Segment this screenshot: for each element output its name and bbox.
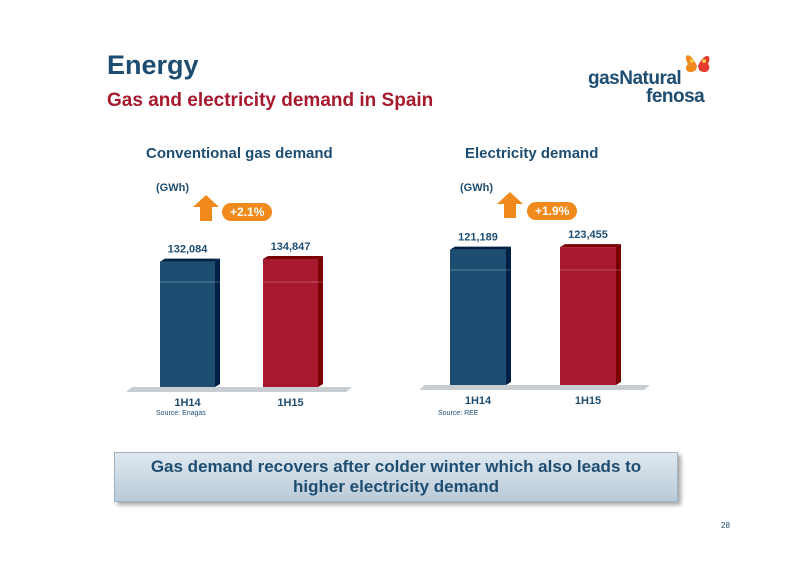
electricity-bar-top-1h15 xyxy=(560,244,621,248)
logo-text-line2: fenosa xyxy=(646,86,705,107)
gas-bar-top-1h14 xyxy=(160,258,220,262)
gas-bar-1h14 xyxy=(160,261,215,387)
gas-growth-badge: +2.1% xyxy=(222,203,273,221)
gas-growth-arrow-icon xyxy=(193,195,219,221)
key-message-callout: Gas demand recovers after colder winter … xyxy=(114,452,678,502)
electricity-bar-1h15 xyxy=(560,247,616,385)
electricity-source-note: Source: REE xyxy=(438,410,479,417)
gas-bar-top-1h15 xyxy=(263,255,323,259)
gas-unit-label: (GWh) xyxy=(156,182,189,194)
electricity-axis-floor xyxy=(420,385,650,390)
electricity-bar-top-1h14 xyxy=(450,246,511,250)
electricity-growth-arrow-icon xyxy=(497,192,523,218)
page-number: 28 xyxy=(721,521,730,530)
electricity-value-label-1h15: 123,455 xyxy=(568,229,608,241)
gas-category-label-1h14: 1H14 xyxy=(174,397,201,409)
gas-category-label-1h15: 1H15 xyxy=(277,397,303,409)
company-logo: gasNatural fenosa xyxy=(588,48,728,108)
gas-bar-1h15 xyxy=(263,258,318,387)
page-title: Energy xyxy=(107,50,199,80)
gas-value-label-1h15: 134,847 xyxy=(271,241,311,253)
electricity-chart-title: Electricity demand xyxy=(465,145,599,162)
gas-value-label-1h14: 132,084 xyxy=(168,244,209,256)
electricity-bar-1h14 xyxy=(450,249,506,385)
page-subtitle: Gas and electricity demand in Spain xyxy=(107,90,434,111)
electricity-bar-side-1h15 xyxy=(616,244,621,385)
gas-chart-title: Conventional gas demand xyxy=(146,145,333,162)
gas-axis-floor xyxy=(126,387,352,392)
electricity-category-label-1h15: 1H15 xyxy=(575,395,601,407)
gas-bar-side-1h15 xyxy=(318,255,323,387)
callout-line-2: higher electricity demand xyxy=(293,477,499,496)
gas-source-note: Source: Enagas xyxy=(156,410,206,417)
logo-text-line1: gasNatural xyxy=(588,68,682,89)
electricity-unit-label: (GWh) xyxy=(460,182,493,194)
electricity-category-label-1h14: 1H14 xyxy=(465,395,492,407)
gas-demand-chart: 132,084 1H14 134,847 1H15 xyxy=(126,241,352,409)
butterfly-icon xyxy=(685,55,710,73)
electricity-bar-side-1h14 xyxy=(506,246,511,385)
electricity-value-label-1h14: 121,189 xyxy=(458,232,498,244)
electricity-growth-badge: +1.9% xyxy=(527,202,578,220)
callout-line-1: Gas demand recovers after colder winter … xyxy=(150,457,642,476)
electricity-demand-chart: 121,189 1H14 123,455 1H15 xyxy=(420,229,650,407)
gas-bar-side-1h14 xyxy=(215,258,220,387)
